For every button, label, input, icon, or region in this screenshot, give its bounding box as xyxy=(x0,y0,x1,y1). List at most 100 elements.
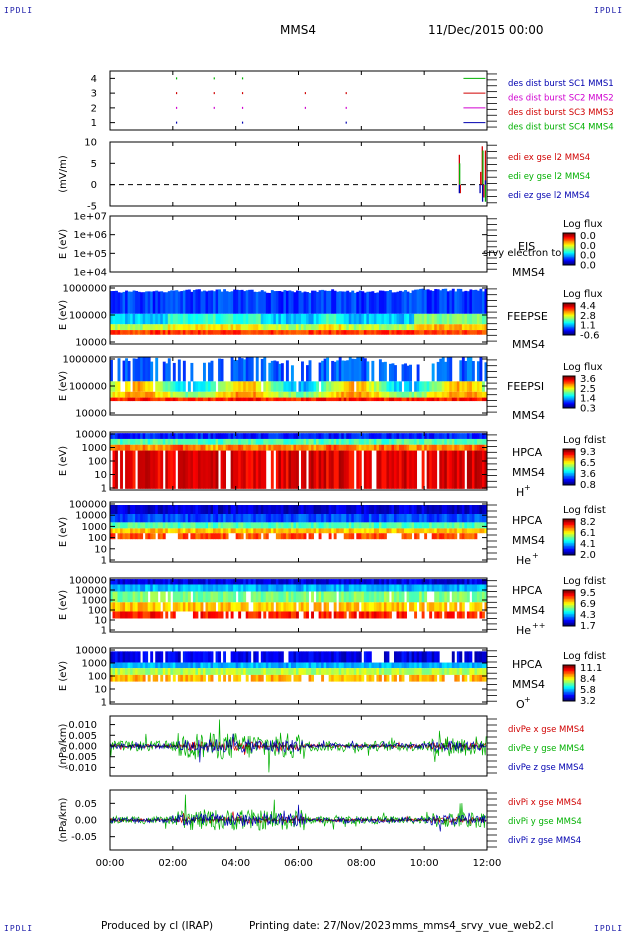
hpca_he2-cell xyxy=(177,591,181,603)
hpca_o-cell xyxy=(175,662,179,669)
feepse-cell xyxy=(383,313,387,325)
hpca_h-cell xyxy=(245,444,249,451)
hpca_o-colorbar-cell xyxy=(563,675,575,678)
feepsi-cell xyxy=(356,357,360,382)
hpca_h-cell xyxy=(223,433,227,439)
hpca_he-cell xyxy=(396,514,400,523)
hpca_he-cell xyxy=(245,528,249,534)
feepse-cell xyxy=(228,313,232,325)
hpca_he-cell xyxy=(240,514,244,523)
hpca_o-cell xyxy=(137,668,141,675)
hpca_he-cell xyxy=(459,505,463,514)
feepsi-colorbar-cell xyxy=(563,390,575,393)
hpca_h-cell xyxy=(331,438,335,445)
hpca_o-cell xyxy=(376,668,380,675)
hpca_o-cell xyxy=(456,668,460,675)
hpca_he2-ytick-label: 1000 xyxy=(82,596,107,607)
feepsi-cell xyxy=(187,397,191,402)
hpca_he-cell xyxy=(419,514,423,523)
hpca_o-cell xyxy=(273,662,277,669)
hpca_h-cell xyxy=(381,438,385,445)
hpca_he-cell xyxy=(187,528,191,534)
hpca_h-cell xyxy=(243,433,247,439)
hpca_o-cell xyxy=(394,651,397,663)
feepse-cell xyxy=(280,324,284,331)
hpca_h-cell xyxy=(441,450,445,489)
hpca_he-cell xyxy=(172,514,176,523)
hpca_h-cell xyxy=(371,433,375,439)
hpca_he2-cell xyxy=(318,602,322,612)
hpca_o-cell xyxy=(142,651,146,663)
eis-colorbar-cell xyxy=(563,243,575,246)
hpca_he2-cell xyxy=(481,579,485,585)
feepse-cell xyxy=(368,330,372,335)
feepse-ytick-label: 1000000 xyxy=(62,284,107,295)
hpca_he2-cell xyxy=(132,591,136,603)
feepse-cell xyxy=(220,291,224,314)
hpca_h-cell xyxy=(215,433,219,439)
hpca_he-cell xyxy=(446,505,450,514)
hpca_he2-cell xyxy=(195,602,199,612)
hpca_he2-cell xyxy=(110,584,113,592)
feepsi-cell xyxy=(404,391,407,398)
feepsi-cell xyxy=(157,397,161,402)
hpca_he2-cell xyxy=(464,591,468,603)
hpca_he2-cell xyxy=(363,602,367,612)
hpca_o-cell xyxy=(366,674,370,682)
hpca_he2-colorbar-cell xyxy=(563,600,575,603)
feepsi-cell xyxy=(301,397,304,402)
feepsi-cell xyxy=(253,391,257,398)
hpca_he2-colorbar-cell xyxy=(563,612,575,615)
feepse-cell xyxy=(424,313,428,325)
hpca_h-colorbar-cell xyxy=(563,468,575,471)
hpca_o-cell xyxy=(426,668,430,675)
hpca_he-cell xyxy=(197,514,201,523)
hpca_o-cell xyxy=(127,651,131,663)
feepse-cell xyxy=(318,330,322,335)
hpca_he2-cell xyxy=(404,611,407,619)
feepse-colorbar-cell xyxy=(563,328,575,331)
hpca_he-cell xyxy=(321,528,325,534)
hpca_he-cell xyxy=(378,533,382,540)
hpca_h-cell xyxy=(255,438,259,445)
feepse-cell xyxy=(160,313,164,325)
hpca_he-cell xyxy=(197,522,201,529)
hpca_he2-cell xyxy=(142,579,146,585)
hpca_he2-cell xyxy=(278,602,282,612)
hpca_he-cell xyxy=(137,505,141,514)
hpca_o-cell xyxy=(424,651,428,663)
hpca_h-cell xyxy=(208,444,211,451)
hpca_o-cell xyxy=(250,674,254,682)
hpca_he2-colorbar-cell xyxy=(563,620,575,622)
hpca_h-cell xyxy=(318,433,322,439)
hpca_he-cell xyxy=(202,528,206,534)
feepse-cell xyxy=(210,313,214,325)
hpca_he-cell xyxy=(278,514,282,523)
hpca_he-cell xyxy=(215,522,219,529)
hpca_he2-colorbar-cell xyxy=(563,621,575,624)
eis-colorbar-cell xyxy=(563,249,575,251)
hpca_o-cell xyxy=(414,668,418,675)
hpca_h-cell xyxy=(140,444,144,451)
feepse-cell xyxy=(338,313,342,325)
feepsi-cell xyxy=(290,391,294,398)
feepse-cell xyxy=(358,330,362,335)
hpca_he2-cell xyxy=(157,584,161,592)
hpca_he2-cell xyxy=(401,591,405,603)
hpca_he-cell xyxy=(383,528,387,534)
feepsi-cell xyxy=(429,397,433,402)
hpca_he-cell xyxy=(145,528,149,534)
hpca_he2-cell xyxy=(293,591,297,603)
hpca_he2-cell xyxy=(383,591,387,603)
feepse-cell xyxy=(218,330,221,335)
feepse-cell xyxy=(280,291,284,314)
hpca_he-cell xyxy=(270,514,274,523)
hpca_h-cell xyxy=(456,444,460,451)
feepse-cell xyxy=(471,313,475,325)
hpca_he2-cell xyxy=(230,602,234,612)
hpca_he-cell xyxy=(363,514,367,523)
hpca_o-cell xyxy=(313,668,317,675)
feepsi-cell xyxy=(205,391,209,398)
feepsi-cell xyxy=(135,397,139,402)
hpca_he2-cell xyxy=(150,579,154,585)
